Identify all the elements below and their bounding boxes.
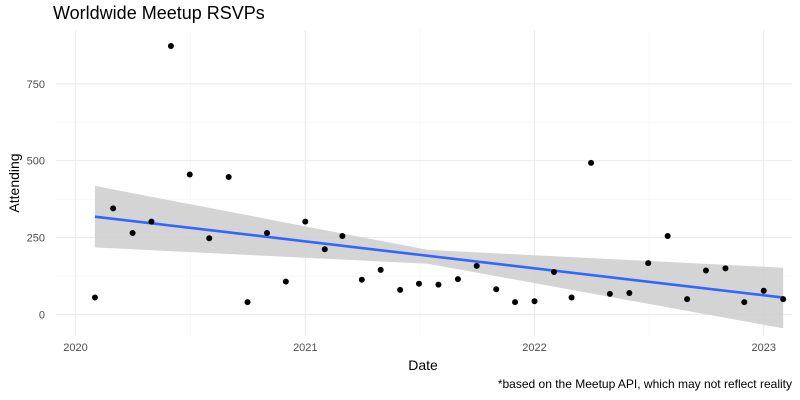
- data-point: [225, 174, 232, 181]
- data-point: [550, 269, 557, 276]
- data-point: [91, 294, 98, 301]
- data-point: [780, 296, 787, 303]
- data-point: [415, 280, 422, 287]
- trend-line-path: [94, 215, 784, 299]
- data-point: [493, 286, 500, 293]
- y-tick-label: 500: [27, 156, 45, 168]
- data-point: [397, 286, 404, 293]
- y-tick-label: 750: [27, 79, 45, 91]
- data-point: [358, 276, 365, 283]
- data-point: [741, 299, 748, 306]
- data-point: [512, 299, 519, 306]
- y-tick-label: 0: [39, 309, 45, 321]
- data-point: [760, 287, 767, 294]
- chart-title: Worldwide Meetup RSVPs: [53, 3, 265, 23]
- data-point: [206, 235, 213, 242]
- data-point: [264, 229, 271, 236]
- x-tick-label: 2020: [63, 342, 87, 354]
- data-point: [473, 262, 480, 269]
- x-axis-title: Date: [408, 357, 438, 373]
- y-axis-title: Attending: [6, 153, 22, 212]
- y-tick-label: 250: [27, 233, 45, 245]
- data-points: [91, 42, 787, 306]
- trend-line: [94, 215, 784, 299]
- data-point: [568, 294, 575, 301]
- data-point: [588, 159, 595, 166]
- data-point: [531, 298, 538, 305]
- data-point: [626, 289, 633, 296]
- data-point: [702, 267, 709, 274]
- data-point: [148, 218, 155, 225]
- data-point: [606, 290, 613, 297]
- data-point: [664, 233, 671, 240]
- data-point: [244, 299, 251, 306]
- x-tick-label: 2023: [751, 342, 775, 354]
- data-point: [321, 246, 328, 253]
- tick-labels: 2020 2021 2022 2023 0 250 500 750: [27, 79, 776, 354]
- data-point: [377, 266, 384, 273]
- data-point: [167, 42, 174, 49]
- data-point: [129, 229, 136, 236]
- x-tick-label: 2022: [522, 342, 546, 354]
- data-point: [722, 265, 729, 272]
- data-point: [186, 171, 193, 178]
- data-point: [435, 281, 442, 288]
- data-point: [110, 205, 117, 212]
- data-point: [454, 276, 461, 283]
- chart-caption: *based on the Meetup API, which may not …: [497, 377, 792, 391]
- x-tick-label: 2021: [293, 342, 317, 354]
- data-point: [302, 218, 309, 225]
- data-point: [339, 233, 346, 240]
- data-point: [282, 278, 289, 285]
- data-point: [645, 260, 652, 267]
- data-point: [684, 296, 691, 303]
